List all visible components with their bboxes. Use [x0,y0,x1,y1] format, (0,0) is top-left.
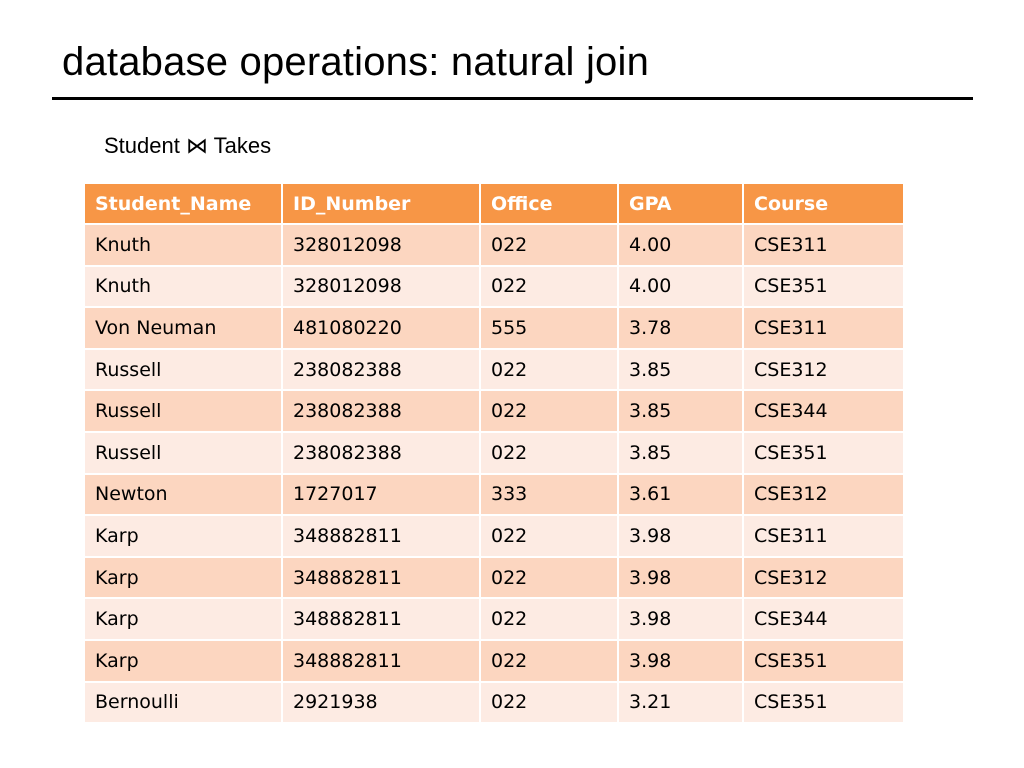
cell-student-name: Russell [85,349,283,392]
cell-course: CSE351 [744,266,903,309]
cell-office: 555 [481,308,619,350]
cell-office: 333 [481,474,619,517]
cell-course: CSE351 [744,640,903,683]
cell-gpa: 4.00 [619,266,744,309]
header-course: Course [744,184,903,225]
cell-id-number: 328012098 [283,266,481,309]
header-student-name: Student_Name [85,184,283,225]
cell-id-number: 328012098 [283,225,481,267]
table-body: Knuth 328012098 022 4.00 CSE311 Knuth 32801209… [85,225,903,725]
table-row: Bernoulli 2921938 022 3.21 CSE351 [85,682,903,725]
cell-student-name: Newton [85,474,283,517]
cell-gpa: 3.98 [619,557,744,600]
table-row: Von Neuman 481080220 555 3.78 CSE311 [85,308,903,350]
slide-title: database operations: natural join [62,40,650,84]
cell-id-number: 348882811 [283,640,481,683]
cell-course: CSE312 [744,557,903,600]
cell-id-number: 481080220 [283,308,481,350]
cell-gpa: 3.85 [619,432,744,475]
cell-id-number: 348882811 [283,557,481,600]
cell-course: CSE344 [744,599,903,641]
cell-id-number: 2921938 [283,682,481,725]
header-office: Office [481,184,619,225]
cell-student-name: Knuth [85,225,283,267]
cell-student-name: Knuth [85,266,283,309]
cell-student-name: Von Neuman [85,308,283,350]
cell-student-name: Karp [85,640,283,683]
join-expression: Student ⋈ Takes [104,133,272,158]
cell-gpa: 3.85 [619,349,744,392]
cell-gpa: 4.00 [619,225,744,267]
table-row: Russell 238082388 022 3.85 CSE351 [85,432,903,475]
table-row: Karp 348882811 022 3.98 CSE311 [85,516,903,558]
table-row: Russell 238082388 022 3.85 CSE344 [85,391,903,433]
cell-student-name: Bernoulli [85,682,283,725]
cell-gpa: 3.98 [619,640,744,683]
cell-office: 022 [481,349,619,392]
cell-course: CSE351 [744,432,903,475]
cell-id-number: 238082388 [283,432,481,475]
table-row: Knuth 328012098 022 4.00 CSE311 [85,225,903,267]
table-row: Knuth 328012098 022 4.00 CSE351 [85,266,903,309]
natural-join-table: Student_Name ID_Number Office GPA Course… [85,184,903,725]
cell-course: CSE311 [744,225,903,267]
table-row: Karp 348882811 022 3.98 CSE344 [85,599,903,641]
table-row: Karp 348882811 022 3.98 CSE351 [85,640,903,683]
cell-id-number: 348882811 [283,516,481,558]
cell-id-number: 238082388 [283,391,481,433]
cell-course: CSE351 [744,682,903,725]
cell-gpa: 3.98 [619,516,744,558]
cell-office: 022 [481,682,619,725]
cell-office: 022 [481,516,619,558]
cell-id-number: 348882811 [283,599,481,641]
cell-id-number: 1727017 [283,474,481,517]
header-id-number: ID_Number [283,184,481,225]
cell-student-name: Karp [85,557,283,600]
cell-course: CSE311 [744,308,903,350]
cell-gpa: 3.78 [619,308,744,350]
cell-course: CSE312 [744,349,903,392]
cell-gpa: 3.85 [619,391,744,433]
cell-course: CSE344 [744,391,903,433]
table-row: Newton 1727017 333 3.61 CSE312 [85,474,903,517]
table-row: Karp 348882811 022 3.98 CSE312 [85,557,903,600]
cell-office: 022 [481,266,619,309]
cell-gpa: 3.21 [619,682,744,725]
cell-office: 022 [481,640,619,683]
title-divider [52,97,973,100]
cell-course: CSE311 [744,516,903,558]
cell-office: 022 [481,599,619,641]
table-header-row: Student_Name ID_Number Office GPA Course [85,184,903,225]
cell-gpa: 3.61 [619,474,744,517]
table-row: Russell 238082388 022 3.85 CSE312 [85,349,903,392]
cell-office: 022 [481,391,619,433]
cell-course: CSE312 [744,474,903,517]
cell-student-name: Karp [85,516,283,558]
cell-gpa: 3.98 [619,599,744,641]
cell-student-name: Russell [85,432,283,475]
cell-office: 022 [481,432,619,475]
cell-student-name: Karp [85,599,283,641]
header-gpa: GPA [619,184,744,225]
cell-office: 022 [481,557,619,600]
cell-student-name: Russell [85,391,283,433]
cell-office: 022 [481,225,619,267]
cell-id-number: 238082388 [283,349,481,392]
